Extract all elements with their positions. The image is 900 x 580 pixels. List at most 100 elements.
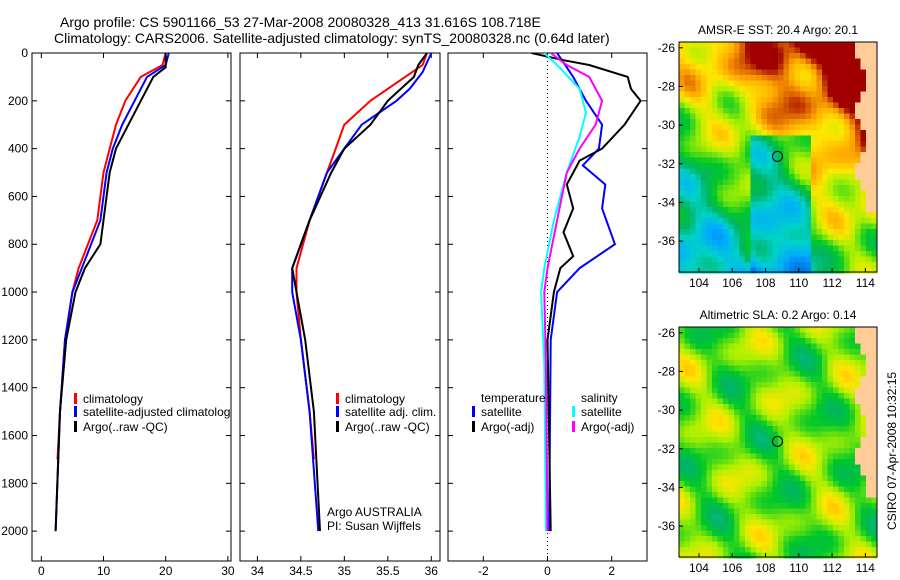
map-cell [827, 234, 834, 241]
map-cell [695, 343, 702, 350]
map-cell [684, 80, 691, 87]
map-cell [767, 365, 773, 372]
map-cell [734, 354, 740, 361]
map-cell [756, 503, 762, 509]
map-cell [800, 464, 806, 471]
map-cell [745, 503, 751, 509]
map-cell [723, 327, 729, 333]
map-cell [739, 552, 746, 559]
map-cell [728, 42, 735, 48]
map-cell [745, 234, 751, 241]
map-cell [734, 415, 740, 421]
map-cell [811, 404, 817, 410]
map-cell [728, 201, 735, 208]
map-cell [822, 464, 828, 471]
map-cell [838, 91, 845, 98]
map-cell [866, 343, 872, 350]
map-cell [695, 508, 702, 515]
map-cell [701, 387, 707, 394]
map-cell [717, 80, 724, 87]
map-cell [838, 486, 845, 493]
legend-swatch [336, 393, 339, 404]
map-cell [756, 152, 762, 158]
map-cell [800, 470, 806, 476]
map-cell [701, 119, 707, 125]
map-cell [761, 102, 768, 109]
map-cell [833, 42, 839, 48]
map-cell [756, 360, 762, 366]
map-cell [844, 360, 850, 366]
map-cell [844, 464, 850, 471]
map-cell [805, 415, 812, 421]
legend-satellite: satellite-adjusted climatology [83, 405, 236, 419]
map-cell [723, 503, 729, 509]
map-cell [701, 240, 707, 246]
map-cell [739, 437, 746, 443]
map-cell [789, 382, 795, 388]
map-cell [684, 108, 691, 114]
map-cell [701, 404, 707, 410]
map-cell [734, 525, 740, 531]
map-cell [783, 212, 790, 219]
map-cell [822, 245, 828, 252]
map-cell [767, 420, 773, 427]
map-cell [761, 174, 768, 180]
map-cell [789, 157, 795, 164]
map-cell [794, 97, 801, 103]
map-cell [728, 530, 735, 537]
map-cell [844, 343, 850, 350]
map-cell [723, 113, 729, 120]
map-cell [706, 146, 713, 153]
map-cell [789, 267, 795, 274]
map-cell [783, 141, 790, 147]
map-cell [701, 486, 707, 493]
map-cell [805, 42, 812, 48]
map-cell [778, 503, 784, 509]
map-cell [717, 141, 724, 147]
map-cell [723, 262, 729, 268]
map-cell [739, 459, 746, 465]
map-cell [794, 431, 801, 438]
map-cell [745, 91, 751, 98]
map-cell [723, 256, 729, 263]
map-cell [695, 113, 702, 120]
map-cell [701, 497, 707, 504]
map-cell [833, 185, 839, 191]
map-cell [690, 69, 696, 76]
map-cell [800, 547, 806, 553]
map-cell [789, 349, 795, 355]
map-cell [701, 420, 707, 427]
map-cell [761, 168, 768, 175]
map-cell [706, 190, 713, 197]
map-cell [728, 212, 735, 219]
map-cell [739, 448, 746, 454]
map-cell [838, 398, 845, 405]
map-cell [822, 382, 828, 388]
map-cell [844, 398, 850, 405]
map-cell [701, 503, 707, 509]
map-cell [849, 196, 856, 202]
map-cell [739, 530, 746, 537]
map-cell [712, 404, 718, 410]
map-cell [739, 503, 746, 509]
map-cell [723, 223, 729, 230]
map-cell [778, 398, 784, 405]
map-cell [811, 146, 817, 153]
map-cell [805, 541, 812, 548]
map-cell [871, 448, 878, 454]
map-cell [772, 86, 779, 92]
map-cell [750, 426, 757, 432]
map-cell [684, 409, 691, 416]
map-cell [706, 262, 713, 268]
map-cell [739, 360, 746, 366]
map-cell [778, 91, 784, 98]
map-cell [794, 130, 801, 136]
map-cell [739, 185, 746, 191]
map-cell [811, 179, 817, 186]
map-cell [723, 508, 729, 515]
map-cell [816, 508, 823, 515]
map-cell [756, 174, 762, 180]
map-cell [728, 69, 735, 76]
map-cell [855, 130, 861, 136]
map-cell [800, 80, 806, 87]
